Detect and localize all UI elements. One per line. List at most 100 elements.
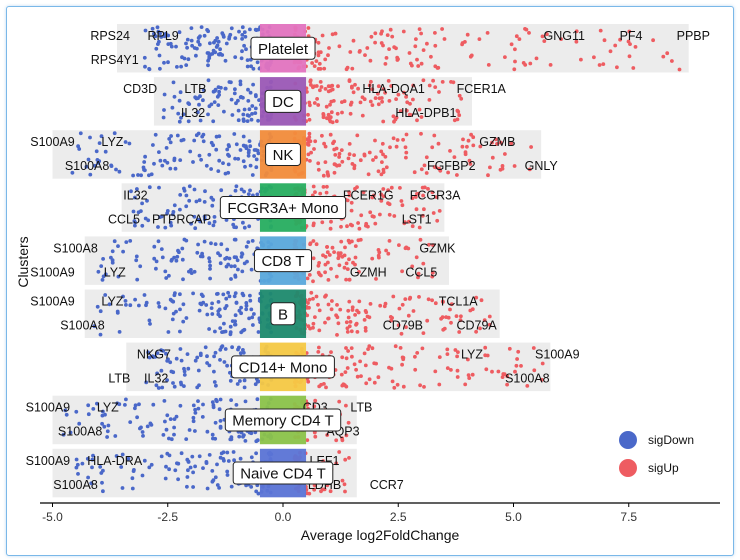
point-sigup [326,112,331,117]
gene-label: CD79B [383,319,423,333]
point-sigdown [115,309,120,314]
point-sigup [323,320,327,325]
point-sigup [355,330,360,334]
point-sigdown [64,412,69,417]
point-sigup [399,331,404,336]
point-sigdown [240,49,244,54]
point-sigdown [220,344,225,348]
point-sigdown [179,451,184,456]
point-sigdown [162,399,167,403]
point-sigdown [218,419,223,423]
point-sigup [347,190,352,195]
point-sigup [350,354,354,359]
point-sigup [440,80,445,84]
point-sigup [340,110,344,115]
legend-label: sigUp [648,461,679,475]
point-sigdown [103,293,108,297]
point-sigup [317,61,322,66]
point-sigdown [151,402,156,407]
point-sigdown [218,47,223,52]
point-sigdown [144,300,149,305]
point-sigup [335,303,339,307]
point-sigup [313,434,318,439]
point-sigup [404,155,408,160]
point-sigup [334,146,339,151]
point-sigdown [214,147,219,152]
point-sigup [362,351,367,356]
point-sigup [387,239,392,243]
point-sigdown [175,133,180,138]
point-sigdown [218,314,222,319]
point-sigdown [242,378,247,383]
point-sigdown [196,406,201,411]
point-sigup [326,89,331,94]
point-sigup [306,379,311,384]
point-sigdown [192,214,197,219]
point-sigdown [202,200,207,204]
point-sigup [345,224,349,229]
point-sigup [379,149,384,154]
point-sigdown [253,93,258,97]
point-sigdown [182,384,186,388]
point-sigdown [185,352,190,356]
point-sigup [337,151,342,156]
point-sigdown [220,53,225,57]
point-sigup [376,84,381,89]
point-sigdown [238,351,243,356]
point-sigdown [229,97,234,102]
point-sigup [305,276,310,281]
point-sigdown [166,330,171,334]
point-sigup [370,256,375,261]
point-sigup [369,79,373,84]
point-sigdown [143,64,147,69]
point-sigup [437,209,442,213]
point-sigdown [154,383,159,388]
point-sigdown [216,39,221,44]
point-sigdown [177,250,181,255]
point-sigup [307,131,312,136]
point-sigup [342,99,347,104]
point-sigup [311,296,315,301]
point-sigup [318,80,323,84]
point-sigup [461,137,465,142]
point-sigdown [242,385,247,390]
point-sigdown [112,239,117,244]
point-sigup [542,39,547,43]
point-sigdown [177,119,182,124]
point-sigup [323,270,327,275]
point-sigup [406,313,411,318]
point-sigdown [240,37,245,41]
point-sigup [358,158,363,163]
point-sigdown [171,80,176,85]
point-sigup [410,196,415,201]
point-sigup [422,385,426,389]
point-sigup [478,326,482,331]
point-sigdown [86,403,91,408]
point-sigup [356,86,360,91]
point-sigup [465,32,470,37]
point-sigdown [244,144,248,149]
point-sigup [343,370,348,374]
point-sigup [306,152,311,157]
point-sigdown [101,409,105,414]
point-sigdown [252,154,256,158]
point-sigdown [250,112,254,116]
point-sigdown [155,25,160,30]
point-sigup [381,167,386,172]
point-sigup [344,346,348,350]
point-sigdown [189,271,194,275]
point-sigup [317,328,322,333]
point-sigdown [92,324,97,329]
point-sigdown [236,267,240,272]
point-sigdown [237,434,242,439]
point-sigdown [195,110,200,115]
point-sigup [316,263,321,268]
point-sigup [316,103,321,107]
point-sigup [459,314,463,319]
point-sigdown [239,311,244,316]
point-sigdown [156,225,160,229]
point-sigdown [198,254,203,259]
point-sigup [418,237,423,242]
point-sigup [415,118,419,123]
point-sigdown [246,87,250,92]
